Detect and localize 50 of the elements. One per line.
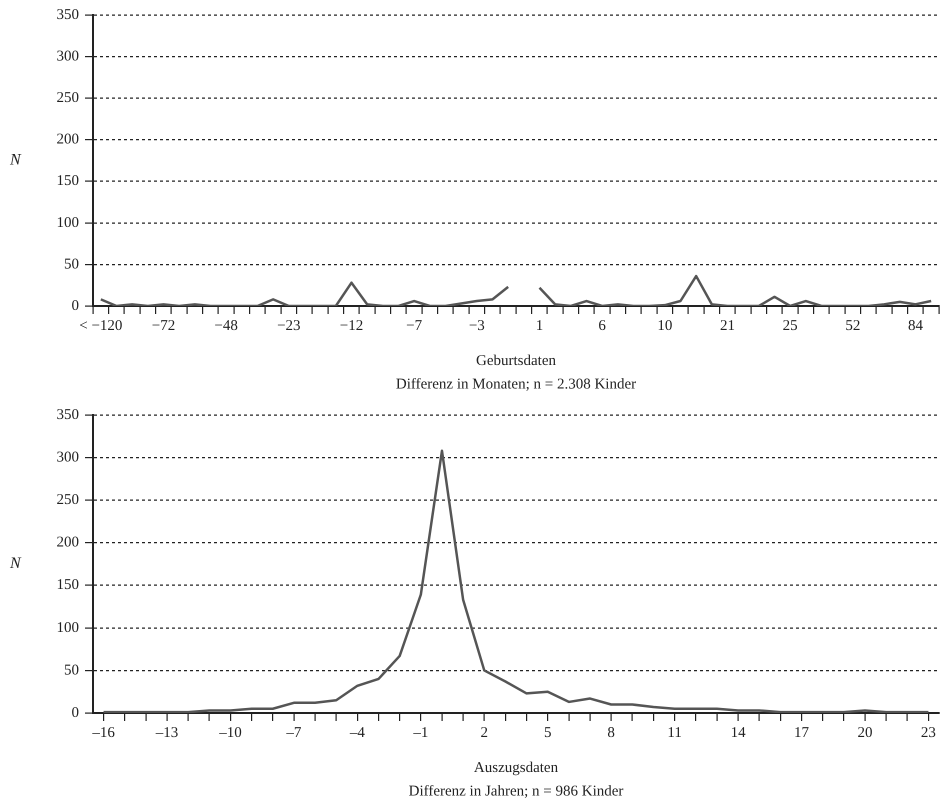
x-tick-label: −12 xyxy=(340,318,364,334)
x-tick-label: 2 xyxy=(480,724,488,741)
x-tick-label: −48 xyxy=(214,318,238,334)
x-tick-label: –16 xyxy=(91,724,116,741)
x-tick-label: 1 xyxy=(536,318,544,334)
text: Differenz in Monaten; n = 2.308 Kinder xyxy=(396,376,636,392)
x-tick-label: −72 xyxy=(152,318,176,334)
y-tick-label: 300 xyxy=(56,450,79,466)
x-tick-label: 84 xyxy=(908,318,924,334)
x-tick-label: 52 xyxy=(845,318,860,334)
y-tick-label: 100 xyxy=(56,214,79,231)
x-tick-label: 17 xyxy=(794,724,810,741)
x-tick-label: –1 xyxy=(412,724,428,741)
x-tick-label: −7 xyxy=(406,318,423,334)
x-tick-label: < −120 xyxy=(79,318,122,334)
x-tick-label: –13 xyxy=(154,724,178,741)
x-tick-label: −3 xyxy=(468,318,485,334)
x-tick-label: –4 xyxy=(348,724,366,741)
y-tick-label: 0 xyxy=(72,298,79,314)
y-axis-title: N xyxy=(9,152,22,169)
text: Differenz in Jahren; n = 986 Kinder xyxy=(408,783,624,800)
y-tick-label: 250 xyxy=(56,492,79,508)
x-axis-title: Auszugsdaten xyxy=(474,760,559,776)
x-tick-label: 23 xyxy=(920,724,936,741)
x-tick-label: 8 xyxy=(607,724,615,741)
y-tick-label: 50 xyxy=(64,256,79,272)
y-axis-title: N xyxy=(9,555,22,572)
y-tick-label: 100 xyxy=(56,620,79,636)
x-tick-label: 6 xyxy=(598,318,606,334)
x-tick-label: 20 xyxy=(857,724,872,741)
x-tick-label: −23 xyxy=(277,318,301,334)
y-tick-label: 150 xyxy=(56,577,79,594)
y-tick-label: 300 xyxy=(56,48,79,65)
y-tick-label: 150 xyxy=(56,173,79,190)
x-tick-label: 5 xyxy=(544,724,552,741)
y-tick-label: 200 xyxy=(56,534,79,551)
x-tick-label: 21 xyxy=(720,318,735,334)
x-tick-label: 14 xyxy=(730,724,746,741)
y-tick-label: 350 xyxy=(56,6,79,23)
y-tick-label: 350 xyxy=(56,406,79,423)
x-tick-label: 11 xyxy=(667,724,682,741)
y-tick-label: 250 xyxy=(56,90,79,106)
y-tick-label: 200 xyxy=(56,132,79,148)
x-tick-label: –10 xyxy=(218,724,242,741)
x-tick-label: 25 xyxy=(782,318,798,334)
x-tick-label: 10 xyxy=(657,318,672,334)
x-tick-label: –7 xyxy=(285,724,302,741)
y-tick-label: 50 xyxy=(64,662,79,678)
x-axis-title: Geburtsdaten xyxy=(476,352,556,369)
y-tick-label: 0 xyxy=(72,704,79,721)
